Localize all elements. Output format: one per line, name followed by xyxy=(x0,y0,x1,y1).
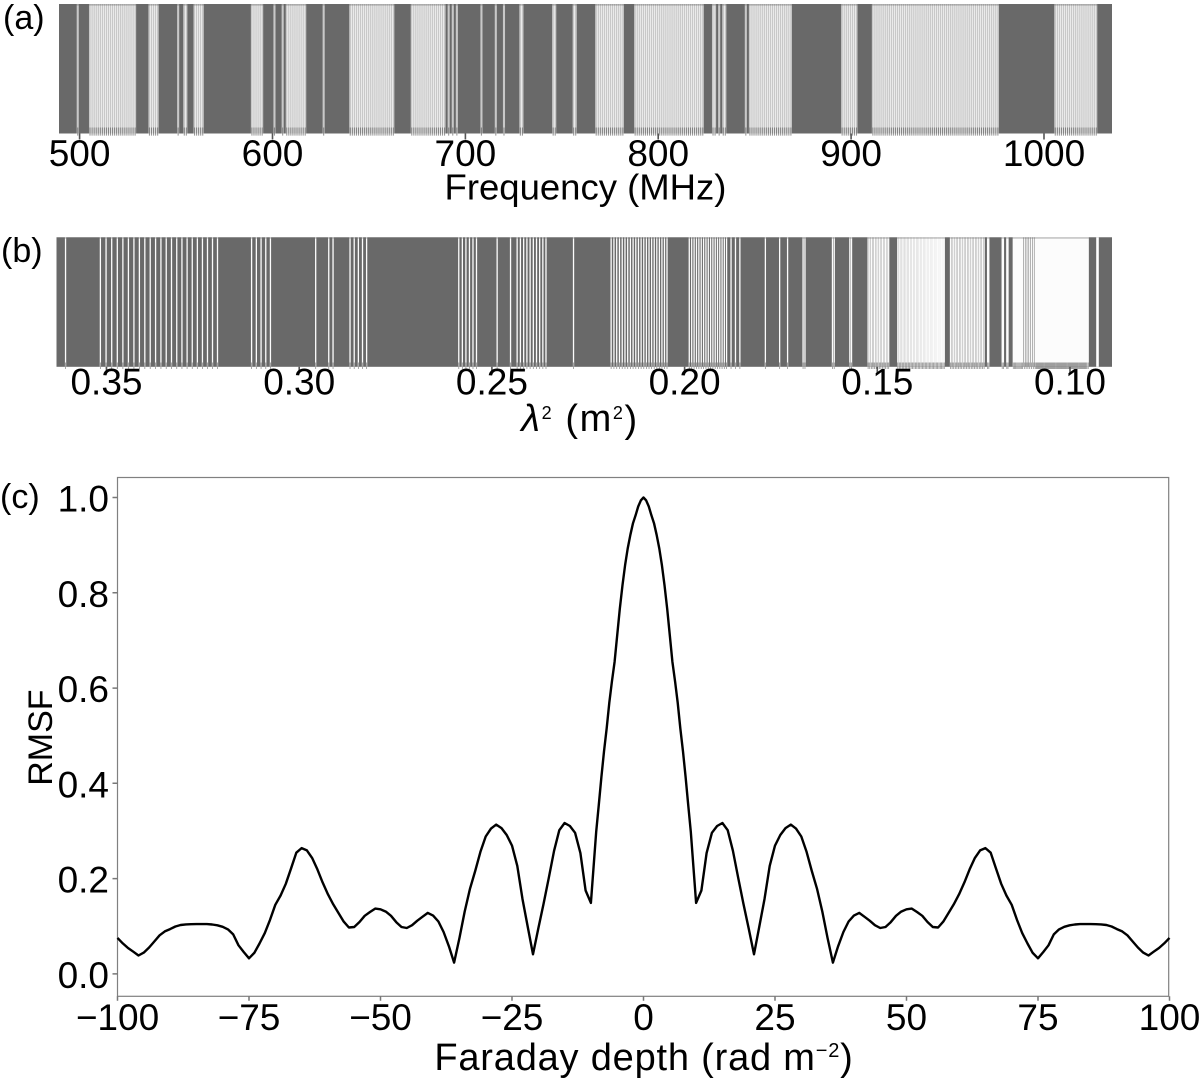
svg-text:600: 600 xyxy=(242,133,304,174)
svg-text:0.0: 0.0 xyxy=(58,955,109,996)
svg-text:0.2: 0.2 xyxy=(58,860,109,901)
svg-text:RMSF: RMSF xyxy=(22,689,60,785)
svg-text:Frequency (MHz): Frequency (MHz) xyxy=(445,167,727,208)
svg-text:0: 0 xyxy=(633,997,654,1038)
svg-text:800: 800 xyxy=(627,133,689,174)
svg-text:1000: 1000 xyxy=(1003,133,1085,174)
svg-text:0.10: 0.10 xyxy=(1034,362,1106,403)
svg-text:(a): (a) xyxy=(3,0,45,37)
svg-text:75: 75 xyxy=(1017,997,1058,1038)
svg-text:(c): (c) xyxy=(0,478,40,516)
svg-text:−50: −50 xyxy=(349,997,412,1038)
svg-text:900: 900 xyxy=(820,133,882,174)
svg-text:0.6: 0.6 xyxy=(58,669,109,710)
svg-text:50: 50 xyxy=(886,997,927,1038)
svg-text:0.8: 0.8 xyxy=(58,574,109,615)
svg-text:0.15: 0.15 xyxy=(841,362,913,403)
svg-text:0.20: 0.20 xyxy=(649,362,721,403)
svg-text:(b): (b) xyxy=(1,232,43,270)
svg-text:100: 100 xyxy=(1139,997,1200,1038)
svg-text:500: 500 xyxy=(49,133,111,174)
svg-text:Faraday depth (rad m−2): Faraday depth (rad m−2) xyxy=(434,1037,853,1078)
svg-text:700: 700 xyxy=(435,133,497,174)
svg-text:λ2 (m2): λ2 (m2) xyxy=(519,398,639,441)
svg-text:−100: −100 xyxy=(76,997,159,1038)
svg-text:25: 25 xyxy=(754,997,795,1038)
svg-text:−25: −25 xyxy=(481,997,544,1038)
svg-text:1.0: 1.0 xyxy=(58,479,109,520)
svg-text:0.35: 0.35 xyxy=(70,362,142,403)
svg-text:0.25: 0.25 xyxy=(456,362,528,403)
svg-text:0.30: 0.30 xyxy=(263,362,335,403)
svg-text:−75: −75 xyxy=(218,997,281,1038)
svg-text:0.4: 0.4 xyxy=(58,764,109,805)
